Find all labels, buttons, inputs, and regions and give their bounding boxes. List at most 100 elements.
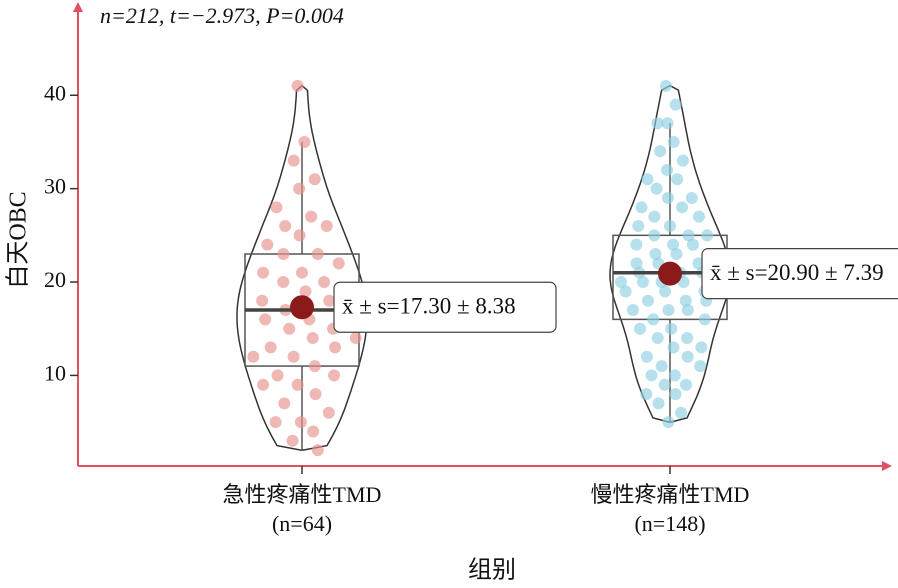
data-point [293, 229, 306, 242]
y-tick-label: 20 [44, 267, 66, 292]
data-point [277, 248, 290, 261]
data-point [652, 397, 665, 410]
data-point [667, 238, 680, 251]
data-point [257, 266, 270, 279]
data-point [647, 313, 660, 326]
data-point [309, 388, 322, 401]
data-point [270, 201, 283, 214]
mean-point [290, 295, 314, 320]
data-point [256, 294, 269, 307]
data-point [645, 369, 658, 382]
data-point [633, 322, 646, 335]
data-point [308, 173, 321, 186]
data-point [247, 350, 260, 363]
data-point [662, 191, 675, 204]
mean-label-box [701, 248, 898, 300]
data-point [681, 304, 694, 317]
data-point [650, 182, 663, 195]
data-point [668, 369, 681, 382]
data-point [632, 219, 645, 232]
y-tick-label: 40 [44, 80, 66, 105]
y-tick-label: 10 [44, 360, 66, 385]
data-point [640, 350, 653, 363]
data-point [641, 294, 654, 307]
data-point [323, 294, 336, 307]
data-point [670, 248, 683, 261]
data-point [667, 341, 680, 354]
data-point [661, 163, 674, 176]
data-point [685, 191, 698, 204]
x-tick-sublabel: (n=64) [272, 511, 332, 536]
data-point [308, 360, 321, 373]
data-point [694, 360, 707, 373]
data-point [291, 378, 304, 391]
data-point [636, 276, 649, 289]
data-point [269, 416, 282, 429]
data-point [648, 210, 661, 223]
data-point [676, 201, 689, 214]
data-point [671, 173, 684, 186]
data-point [661, 117, 674, 130]
data-point [701, 229, 714, 242]
data-point [278, 397, 291, 410]
data-point [648, 229, 661, 242]
data-point [261, 238, 274, 251]
data-point [669, 388, 682, 401]
data-point [322, 406, 335, 419]
y-tick-label: 30 [44, 174, 66, 199]
data-point [298, 135, 311, 148]
data-point [659, 285, 672, 298]
data-point [277, 276, 290, 289]
data-point [655, 360, 668, 373]
data-point [271, 369, 284, 382]
data-point [349, 332, 362, 345]
data-point [669, 98, 682, 111]
data-point [630, 257, 643, 270]
data-point [682, 229, 695, 242]
data-point [306, 332, 319, 345]
x-tick-label: 急性疼痛性TMD [223, 482, 382, 507]
data-point [641, 173, 654, 186]
data-point [259, 313, 272, 326]
data-point [286, 434, 299, 447]
data-point [686, 238, 699, 251]
data-point [311, 248, 324, 261]
data-point [320, 219, 333, 232]
data-point [318, 276, 331, 289]
data-point [675, 406, 688, 419]
data-point [649, 248, 662, 261]
data-point [698, 313, 711, 326]
data-point [695, 341, 708, 354]
data-point [630, 238, 643, 251]
mean-point [658, 261, 682, 286]
data-point [293, 182, 306, 195]
data-point [640, 388, 653, 401]
data-point [279, 219, 292, 232]
data-point [328, 369, 341, 382]
data-point [681, 332, 694, 345]
data-point [305, 210, 318, 223]
data-point [311, 444, 324, 457]
data-point [676, 154, 689, 167]
data-point [296, 266, 308, 279]
y-axis-title: 白天OBC [5, 191, 32, 288]
data-point [332, 257, 345, 270]
data-point [635, 201, 648, 214]
data-point [619, 285, 632, 298]
data-point [651, 117, 664, 130]
data-point [651, 332, 664, 345]
data-point [654, 145, 667, 158]
data-point [299, 285, 312, 298]
data-point [283, 322, 296, 335]
data-point [679, 378, 692, 391]
data-point [681, 350, 694, 363]
data-point [662, 416, 675, 429]
data-point [264, 341, 277, 354]
data-point [615, 276, 628, 289]
data-point [287, 154, 300, 167]
mean-label: x̄ ± s=20.90 ± 7.39 [710, 260, 884, 285]
x-axis-title: 组别 [468, 557, 516, 584]
annotation: n=212, t=−2.973, P=0.004 [100, 3, 344, 28]
data-point [667, 135, 680, 148]
data-point [307, 425, 320, 438]
